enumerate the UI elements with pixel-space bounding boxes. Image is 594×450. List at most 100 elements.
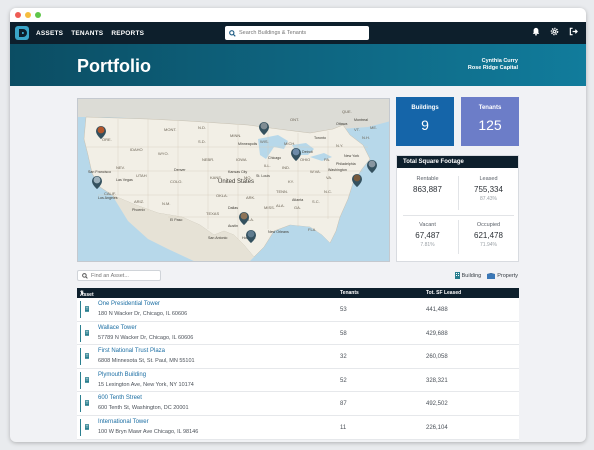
nav-tenants[interactable]: TENANTS	[71, 29, 104, 37]
leased-value: 755,334	[474, 185, 503, 194]
map-label-nd: N.D.	[198, 125, 206, 130]
building-icon	[454, 272, 460, 279]
map-city-denver: Denver	[174, 168, 186, 172]
map-marker-washington[interactable]	[352, 174, 362, 187]
row-accent-bar	[80, 324, 81, 342]
map-marker-san-francisco[interactable]	[92, 176, 102, 189]
map-label-mich: MICH.	[284, 141, 295, 146]
asset-search[interactable]	[77, 270, 161, 281]
portfolio-map[interactable]: ORE. IDAHO WYO. NEV. CALIF. UTAH COLO. A…	[77, 98, 390, 262]
table-row[interactable]: 600 Tenth Street 600 Tenth St, Washington…	[77, 392, 519, 416]
app-logo-icon[interactable]	[15, 26, 29, 40]
asset-address: 180 N Wacker Dr, Chicago, IL 60606	[98, 311, 188, 317]
global-search[interactable]	[225, 26, 369, 40]
asset-name-link[interactable]: International Tower	[98, 418, 149, 425]
map-label-wis: WIS.	[260, 139, 269, 144]
map-city-austin: Austin	[228, 224, 238, 228]
map-marker-seattle[interactable]	[96, 125, 106, 139]
asset-name-link[interactable]: One Presidential Tower	[98, 301, 160, 307]
map-marker-dallas[interactable]	[239, 212, 249, 225]
vacant-percent: 7.81%	[420, 242, 435, 248]
global-search-input[interactable]	[239, 30, 359, 36]
asset-tenants: 32	[340, 354, 347, 361]
map-label-tenn: TENN.	[276, 189, 288, 194]
map-city-las-vegas: Las Vegas	[116, 178, 133, 182]
occupied-percent: 71.94%	[480, 242, 497, 248]
map-label-miss: MISS.	[264, 205, 275, 210]
map-city-ottawa: Ottawa	[336, 122, 347, 126]
map-label-va: VA.	[326, 175, 332, 180]
map-label-colo: COLO.	[170, 179, 182, 184]
legend-property: Property	[487, 272, 518, 279]
map-city-san-francisco: San Francisco	[88, 170, 111, 174]
map-label-idaho: IDAHO	[130, 147, 143, 152]
table-row[interactable]: One Presidential Tower 180 N Wacker Dr, C…	[77, 298, 519, 322]
map-label-me: ME.	[370, 125, 377, 130]
map-marker-chicago[interactable]	[291, 148, 301, 161]
asset-name-link[interactable]: Wallace Tower	[98, 324, 137, 331]
asset-search-input[interactable]	[91, 272, 159, 279]
gear-icon[interactable]	[550, 27, 559, 36]
leased-cell: Leased 755,334 87.43%	[458, 176, 519, 202]
map-label-la: LA.	[248, 217, 254, 222]
map-canvas[interactable]: ORE. IDAHO WYO. NEV. CALIF. UTAH COLO. A…	[78, 99, 390, 262]
column-sf-leased[interactable]: Tot. SF Leased	[426, 290, 462, 296]
maximize-window-button[interactable]	[35, 12, 41, 18]
asset-name-link[interactable]: 600 Tenth Street	[98, 395, 142, 402]
asset-name-link[interactable]: Plymouth Building	[98, 371, 147, 378]
map-label-ga: GA.	[294, 205, 301, 210]
close-window-button[interactable]	[15, 12, 21, 18]
map-label-nm: N.M.	[162, 201, 170, 206]
rentable-value: 863,887	[413, 185, 442, 194]
top-navbar: ASSETS TENANTS REPORTS	[10, 22, 586, 44]
asset-tenants: 87	[340, 401, 347, 408]
table-row[interactable]: International Tower 100 W Bryn Mawr Ave C…	[77, 416, 519, 440]
user-info[interactable]: Cynthia Curry Rose Ridge Capital	[468, 58, 518, 72]
map-label-texas: TEXAS	[206, 211, 219, 216]
asset-address: 6808 Minnesota St, St. Paul, MN 55101	[98, 358, 195, 365]
map-marker-houston[interactable]	[246, 230, 256, 243]
divider	[403, 215, 514, 216]
map-city-el-paso: El Paso	[170, 218, 182, 222]
table-row[interactable]: First National Trust Plaza 6808 Minnesota…	[77, 345, 519, 369]
map-label-ind: IND.	[282, 165, 290, 170]
map-label-wyo: WYO.	[158, 151, 169, 156]
logout-icon[interactable]	[569, 27, 578, 36]
buildings-stat-card[interactable]: Buildings 9	[396, 97, 454, 146]
map-city-philadelphia: Philadelphia	[336, 162, 356, 166]
map-label-pa: PA.	[324, 157, 330, 162]
map-label-mont: MONT.	[164, 127, 176, 132]
nav-assets[interactable]: ASSETS	[36, 29, 64, 37]
vacant-cell: Vacant 67,487 7.81%	[397, 222, 458, 248]
map-label-que: QUE.	[342, 109, 352, 114]
map-marker-new-york[interactable]	[367, 160, 377, 173]
map-label-sd: S.D.	[198, 139, 206, 144]
user-name: Cynthia Curry	[481, 58, 518, 64]
map-label-nev: NEV.	[116, 165, 125, 170]
map-label-nh: N.H.	[362, 135, 370, 140]
map-city-dallas: Dallas	[228, 206, 238, 210]
map-label-ore: ORE.	[102, 137, 112, 142]
map-city-new-york: New York	[344, 154, 359, 158]
map-label-sc: S.C.	[312, 199, 320, 204]
table-row[interactable]: Wallace Tower 57789 N Wacker Dr, Chicago,…	[77, 322, 519, 346]
map-city-kansas-city: Kansas City	[228, 170, 247, 174]
column-tenants[interactable]: Tenants	[340, 290, 359, 296]
occupied-label: Occupied	[476, 222, 501, 228]
map-city-st-louis: St. Louis	[256, 174, 270, 178]
leased-label: Leased	[479, 176, 498, 182]
map-marker-minneapolis[interactable]	[259, 122, 269, 135]
asset-sf-leased: 226,104	[426, 424, 448, 431]
tenants-stat-card[interactable]: Tenants 125	[461, 97, 519, 146]
bell-icon[interactable]	[532, 27, 540, 36]
column-asset-name[interactable]: Asset Name ⇅	[80, 290, 94, 304]
minimize-window-button[interactable]	[25, 12, 31, 18]
asset-address: 100 W Bryn Mawr Ave Chicago, IL 98146	[98, 428, 199, 435]
page-title: Portfolio	[77, 56, 151, 76]
table-row[interactable]: Plymouth Building 15 Lexington Ave, New Y…	[77, 369, 519, 393]
asset-name-link[interactable]: First National Trust Plaza	[98, 348, 166, 355]
nav-reports[interactable]: REPORTS	[111, 29, 145, 37]
map-city-phoenix: Phoenix	[132, 208, 145, 212]
asset-sf-leased: 492,502	[426, 401, 448, 408]
map-city-washington: Washington	[328, 168, 347, 172]
